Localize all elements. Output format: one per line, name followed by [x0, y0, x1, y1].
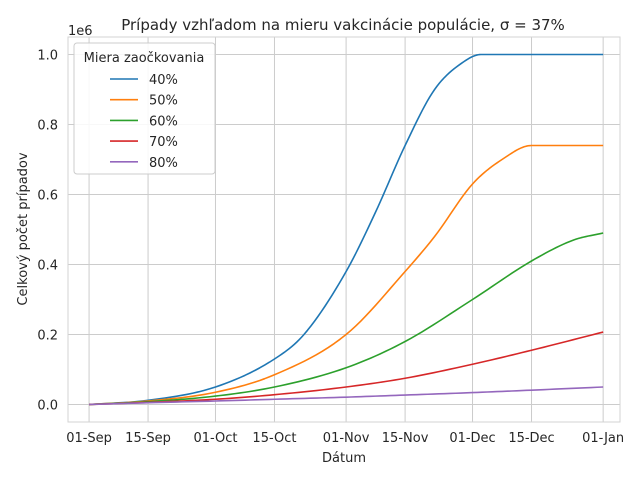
y-tick-label: 1.0: [37, 49, 58, 64]
x-tick-label: 15-Sep: [125, 431, 171, 446]
series-line-40%: [89, 53, 604, 406]
legend-label: 80%: [149, 156, 178, 171]
y-tick-label: 0.8: [37, 119, 58, 134]
x-tick-label: 01-Nov: [323, 431, 370, 446]
legend: Miera zaočkovania 40% 50% 60% 70% 80%: [73, 42, 216, 175]
legend-label: 40%: [149, 73, 178, 88]
series-line-80%: [89, 386, 604, 406]
y-axis-label: Celkový počet prípadov: [16, 152, 31, 305]
y-tick-label: 0.4: [37, 259, 58, 274]
x-tick-label: 15-Oct: [252, 431, 296, 446]
chart-title: Prípady vzhľadom na mieru vakcinácie pop…: [121, 16, 565, 34]
legend-box: [73, 42, 216, 175]
series-line-60%: [89, 232, 604, 406]
series-line-50%: [89, 144, 604, 406]
legend-label: 70%: [149, 135, 178, 150]
y-tick-labels: 0.0 0.2 0.4 0.6 0.8 1.0: [37, 49, 58, 414]
legend-title: Miera zaočkovania: [84, 51, 205, 66]
y-tick-label: 0.2: [37, 329, 58, 344]
y-offset-label: 1e6: [68, 24, 93, 39]
x-tick-label: 01-Dec: [449, 431, 495, 446]
plot-frame: [67, 36, 621, 423]
x-axis-label: Dátum: [322, 451, 366, 466]
legend-label: 60%: [149, 114, 178, 129]
x-tick-label: 01-Sep: [66, 431, 112, 446]
x-tick-labels: 01-Sep 15-Sep 01-Oct 15-Oct 01-Nov 15-Nov 01-D…: [66, 431, 624, 446]
series-layer: [89, 53, 604, 406]
y-tick-label: 0.6: [37, 189, 58, 204]
legend-label: 50%: [149, 94, 178, 109]
x-tick-label: 01-Jan: [582, 431, 624, 446]
x-tick-label: 01-Oct: [193, 431, 237, 446]
y-tick-label: 0.0: [37, 399, 58, 414]
legend-items: 40% 50% 60% 70% 80%: [110, 73, 178, 171]
x-tick-label: 15-Nov: [382, 431, 429, 446]
x-tick-label: 15-Dec: [508, 431, 554, 446]
